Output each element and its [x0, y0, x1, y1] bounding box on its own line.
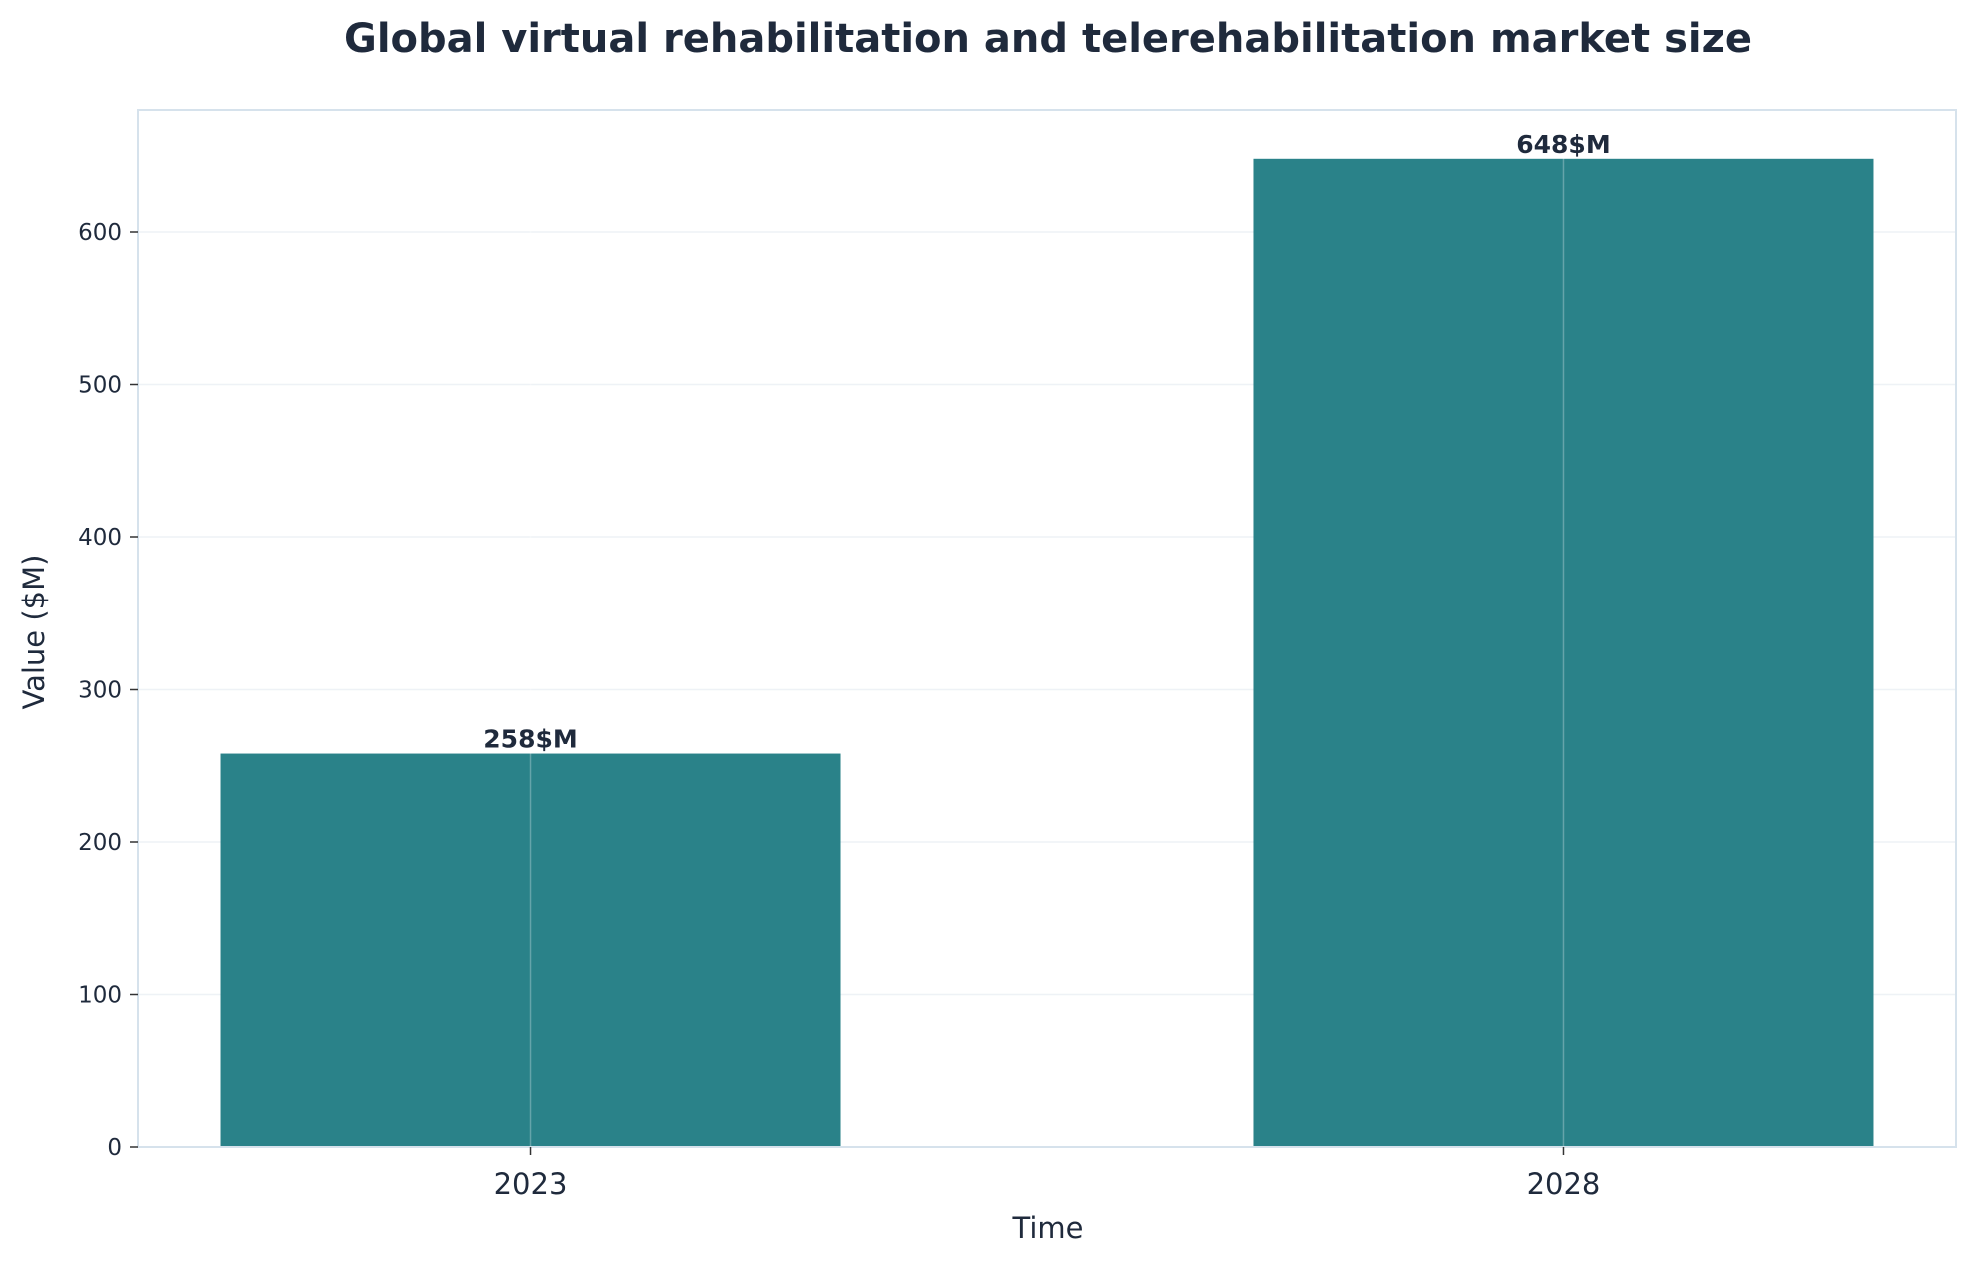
- data-label-2028: 648$M: [1516, 130, 1610, 159]
- plot-frame: [137, 109, 1957, 1148]
- y-tick-label: 0: [107, 1135, 122, 1161]
- vertical-grid-lines: [529, 110, 1565, 1147]
- y-tick-label: 400: [78, 525, 122, 551]
- y-axis-label: Value ($M): [17, 555, 51, 710]
- x-axis-ticks: 2023 2028: [494, 1147, 1601, 1201]
- y-tick-label: 100: [78, 983, 122, 1009]
- data-labels: 258$M 648$M: [483, 130, 1610, 754]
- bar-2028: [1253, 158, 1874, 1148]
- y-tick-label: 500: [78, 373, 122, 399]
- y-tick-label: 300: [78, 678, 122, 704]
- x-axis-label: Time: [1012, 1211, 1084, 1245]
- y-tick-label: 200: [78, 830, 122, 856]
- chart-title: Global virtual rehabilitation and telere…: [344, 16, 1752, 62]
- y-tick-label: 600: [78, 220, 122, 246]
- x-tick-label: 2023: [494, 1167, 568, 1201]
- bar-2023: [220, 753, 841, 1147]
- data-label-2023: 258$M: [483, 725, 577, 754]
- x-tick-label: 2028: [1527, 1167, 1601, 1201]
- y-axis-ticks: 0 100 200 300 400 500 600: [78, 220, 138, 1161]
- bars: [220, 158, 1874, 1148]
